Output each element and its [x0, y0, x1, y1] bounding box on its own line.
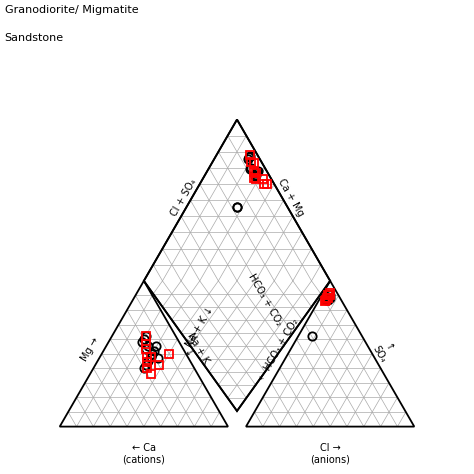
- Text: HCO₃ + CO₂: HCO₃ + CO₂: [246, 272, 284, 328]
- Text: Ca + Mg: Ca + Mg: [276, 177, 305, 219]
- Text: ← Ca
(cations): ← Ca (cations): [122, 443, 165, 465]
- Text: Na + K
↓: Na + K ↓: [175, 331, 211, 372]
- Text: ← HCO₃ + CO₂: ← HCO₃ + CO₂: [257, 317, 301, 382]
- Text: Mg →: Mg →: [79, 335, 101, 363]
- Text: Sandstone: Sandstone: [5, 33, 64, 43]
- Text: Na + K ↓: Na + K ↓: [184, 305, 216, 349]
- Text: Cl + SO₄: Cl + SO₄: [169, 177, 198, 218]
- Text: ↑
SO₄: ↑ SO₄: [370, 338, 398, 365]
- Text: Cl →
(anions): Cl → (anions): [310, 443, 350, 465]
- Text: Granodiorite/ Migmatite: Granodiorite/ Migmatite: [5, 5, 138, 15]
